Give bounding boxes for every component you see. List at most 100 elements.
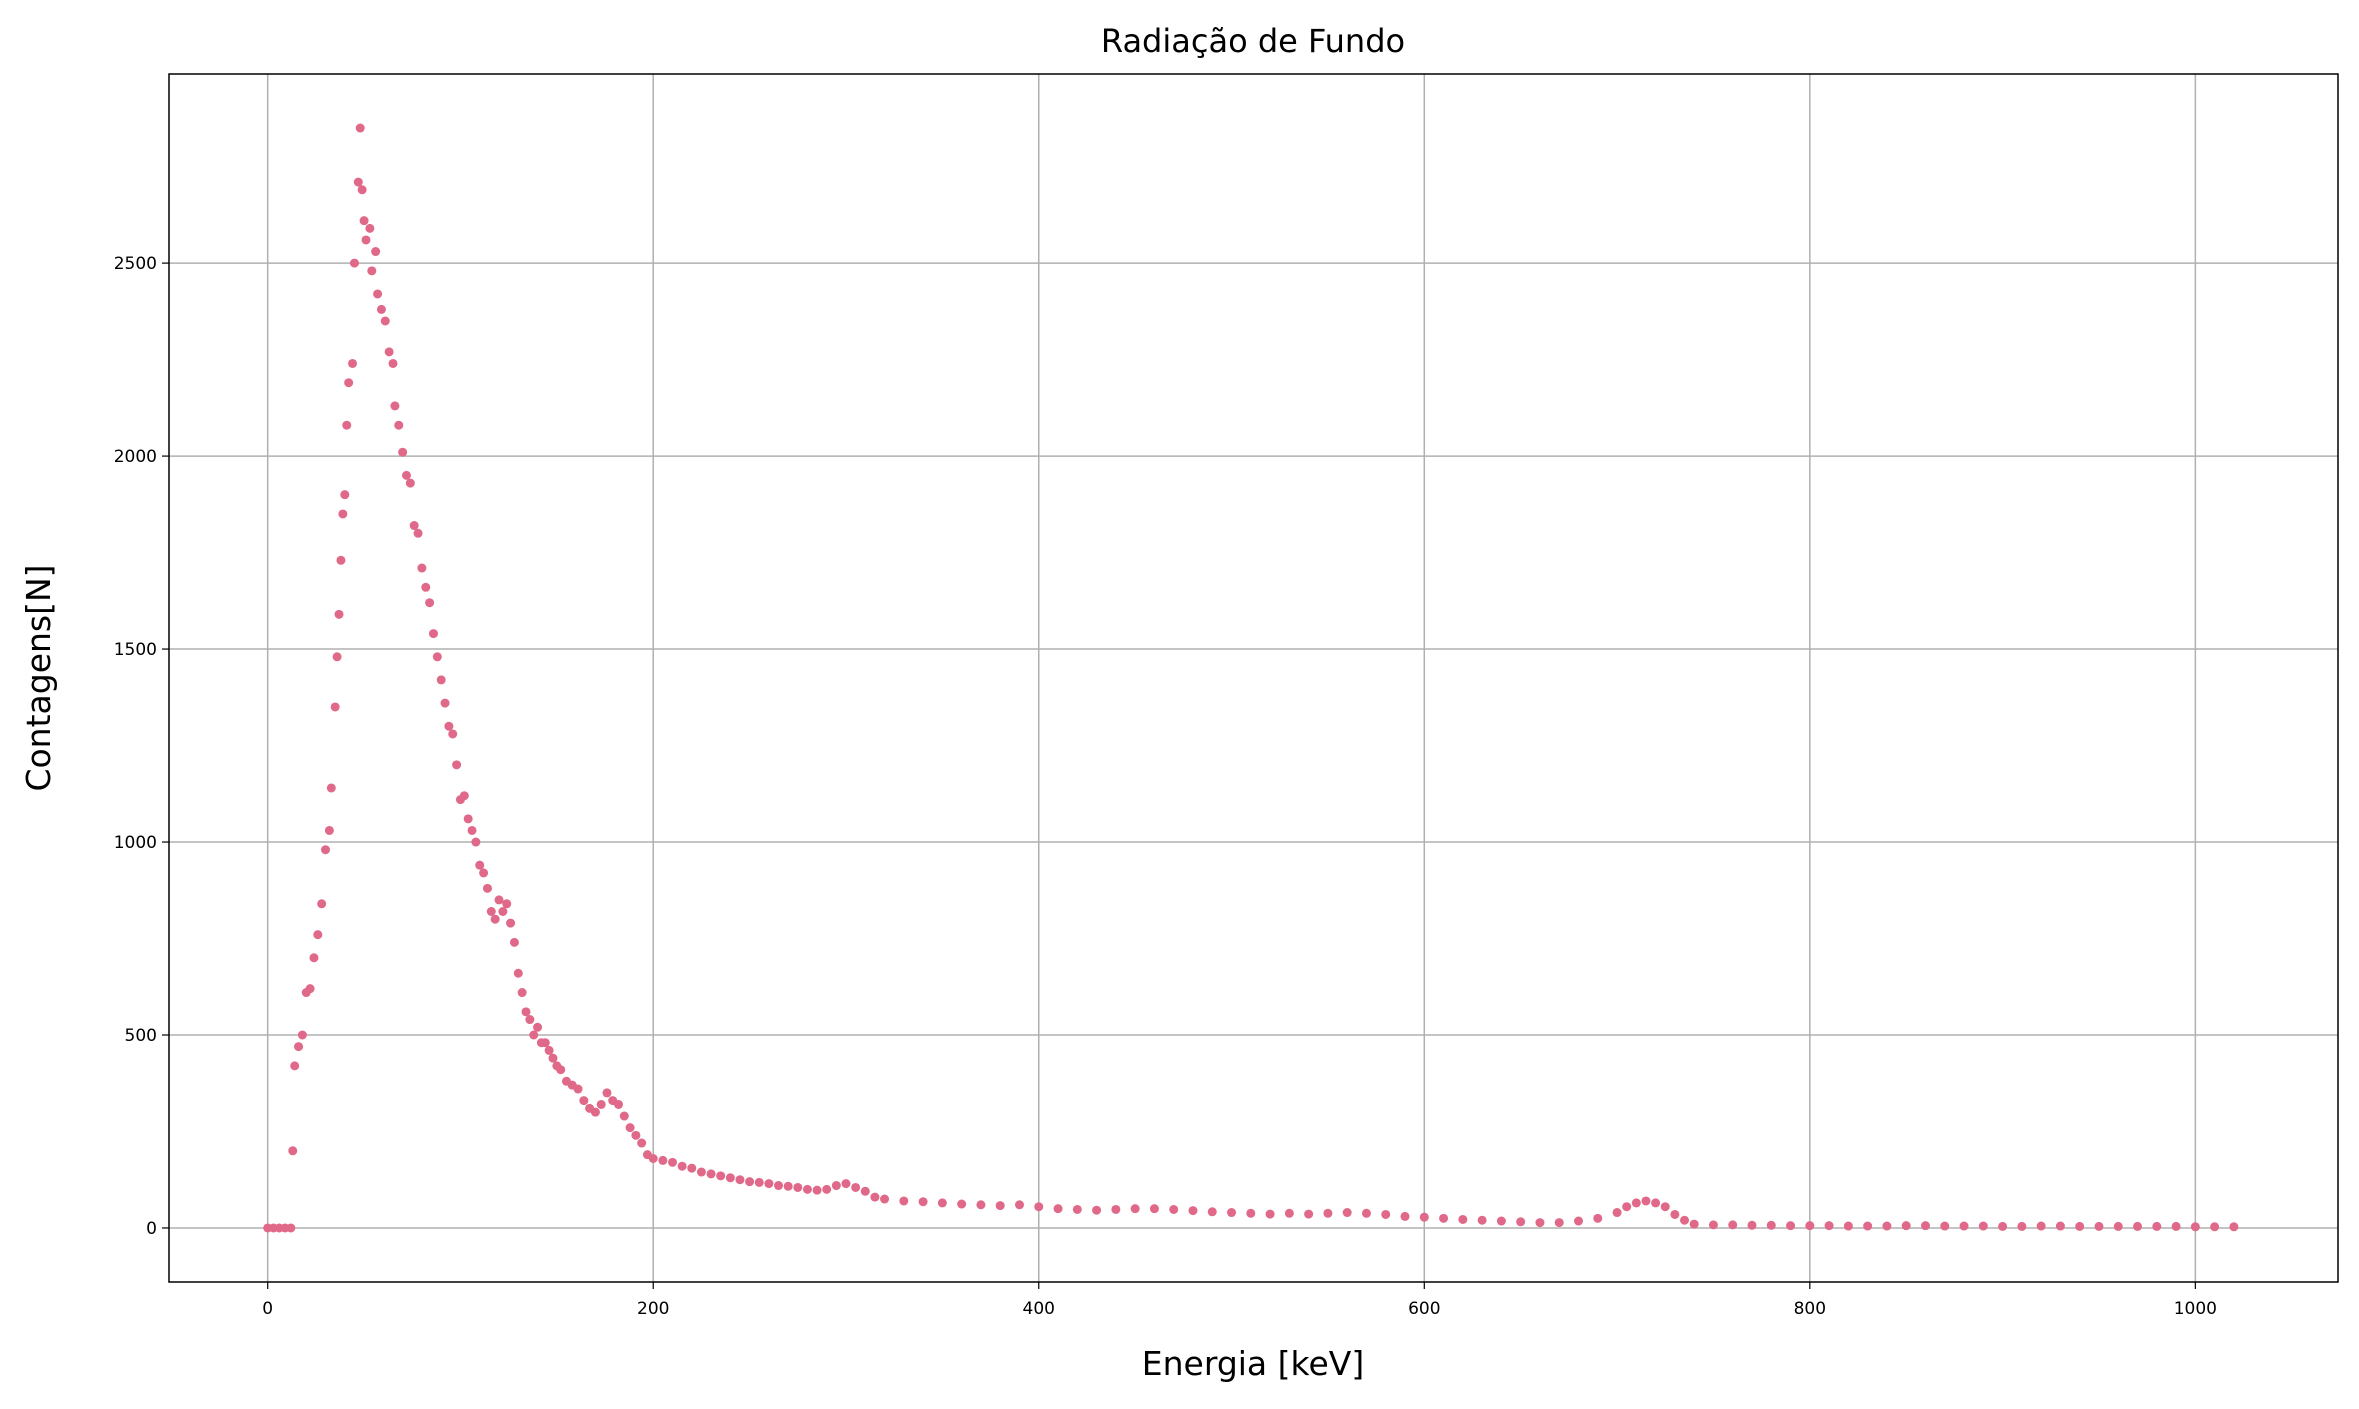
point (1574, 1216, 1584, 1226)
point (677, 1161, 687, 1171)
y-tick-label: 2000 (114, 447, 157, 467)
point (783, 1181, 793, 1191)
point (1265, 1209, 1275, 1219)
point (841, 1179, 851, 1189)
point (1728, 1220, 1738, 1230)
point (309, 953, 319, 963)
point (687, 1163, 697, 1173)
point (2075, 1221, 2085, 1231)
point (1978, 1221, 1988, 1231)
point (637, 1138, 647, 1148)
point (1516, 1217, 1526, 1227)
point (831, 1181, 841, 1191)
point (502, 899, 512, 909)
point (533, 1022, 543, 1032)
point (870, 1192, 880, 1202)
point (334, 609, 344, 619)
x-axis-label: Energia [keV] (1142, 1344, 1364, 1383)
point (1824, 1221, 1834, 1231)
point (1092, 1205, 1102, 1215)
point (1323, 1208, 1333, 1218)
point (1400, 1211, 1410, 1221)
point (1014, 1200, 1024, 1210)
point (1708, 1220, 1718, 1230)
point (1381, 1209, 1391, 1219)
point (482, 883, 492, 893)
point (1496, 1216, 1506, 1226)
point (509, 937, 519, 947)
point (696, 1167, 706, 1177)
point (812, 1185, 822, 1195)
point (371, 247, 381, 257)
point (384, 347, 394, 357)
point (1111, 1204, 1121, 1214)
point (513, 968, 523, 978)
point (355, 123, 365, 133)
point (324, 825, 334, 835)
point (614, 1099, 624, 1109)
point (579, 1096, 589, 1106)
point (860, 1186, 870, 1196)
point (735, 1175, 745, 1185)
point (2094, 1221, 2104, 1231)
point (995, 1201, 1005, 1211)
point (459, 791, 469, 801)
point (348, 358, 358, 368)
point (2190, 1222, 2200, 1232)
point (1959, 1221, 1969, 1231)
point (479, 868, 489, 878)
point (668, 1157, 678, 1167)
point (288, 1146, 298, 1156)
point (297, 1030, 307, 1040)
point (793, 1182, 803, 1192)
point (725, 1173, 735, 1183)
point (494, 895, 504, 905)
point (525, 1015, 535, 1025)
point (1149, 1204, 1159, 1214)
point (2210, 1222, 2220, 1232)
point (436, 675, 446, 685)
point (918, 1197, 928, 1207)
chart-title: Radiação de Fundo (1101, 22, 1405, 60)
point (2133, 1221, 2143, 1231)
point (1439, 1213, 1449, 1223)
x-tick-label: 400 (1023, 1299, 1055, 1319)
point (548, 1053, 558, 1063)
point (556, 1065, 566, 1075)
y-tick-label: 2500 (114, 254, 157, 274)
x-tick-label: 1000 (2174, 1299, 2217, 1319)
point (596, 1099, 606, 1109)
point (448, 729, 458, 739)
x-tick-label: 200 (637, 1299, 669, 1319)
point (340, 490, 350, 500)
point (1670, 1209, 1680, 1219)
point (1304, 1209, 1314, 1219)
point (1053, 1204, 1063, 1214)
point (332, 652, 342, 662)
point (353, 177, 363, 187)
point (619, 1111, 629, 1121)
point (330, 702, 340, 712)
point (2171, 1221, 2181, 1231)
point (1863, 1221, 1873, 1231)
point (290, 1061, 300, 1071)
point (342, 420, 352, 430)
x-tick-label: 800 (1794, 1299, 1826, 1319)
point (745, 1177, 755, 1187)
point (1419, 1212, 1429, 1222)
point (1998, 1221, 2008, 1231)
plot-frame (168, 73, 2339, 1283)
point (1651, 1198, 1661, 1208)
y-tick-label: 0 (146, 1219, 157, 1239)
point (321, 845, 331, 855)
point (2113, 1221, 2123, 1231)
point (521, 1007, 531, 1017)
point (326, 783, 336, 793)
point (1554, 1218, 1564, 1228)
point (401, 470, 411, 480)
point (1689, 1219, 1699, 1229)
point (1805, 1221, 1815, 1231)
point (1786, 1221, 1796, 1231)
point (338, 509, 348, 519)
